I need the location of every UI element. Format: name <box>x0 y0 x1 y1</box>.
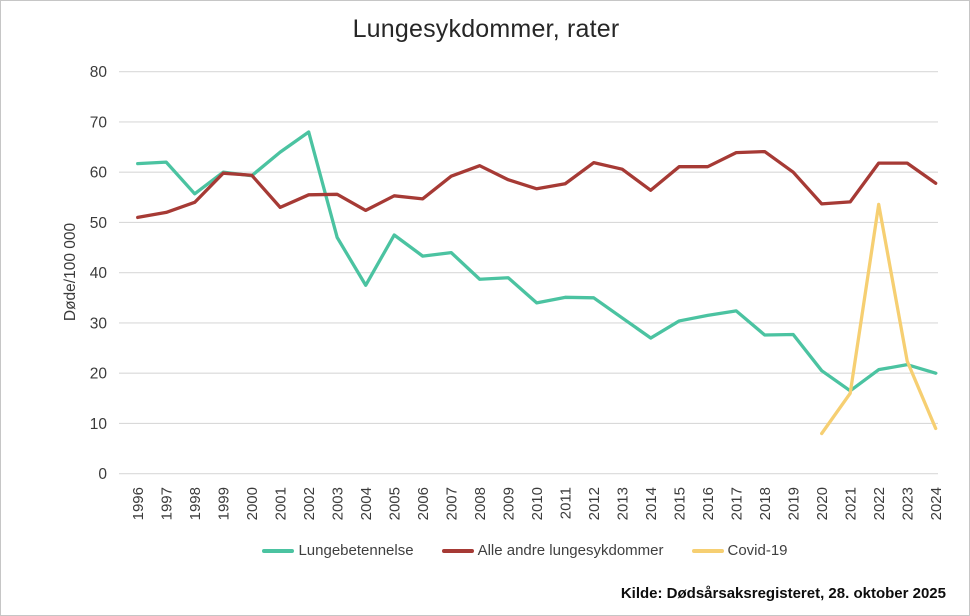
series-line-lungebetennelse <box>136 130 938 393</box>
legend-label: Lungebetennelse <box>298 542 414 559</box>
x-tick-label: 2007 <box>444 487 461 520</box>
y-tick-label: 40 <box>90 265 108 282</box>
x-tick-label: 2024 <box>928 487 945 520</box>
y-tick-label: 60 <box>90 165 108 182</box>
x-tick-label: 2008 <box>472 487 489 520</box>
chart-title: Lungesykdommer, rater <box>352 15 620 43</box>
series-line-covid-19 <box>820 202 938 436</box>
x-tick-label: 1998 <box>187 487 204 520</box>
chart-plot: 0 10 20 30 40 50 60 70 80 1996 1997 1998 1999 2000 200… <box>90 64 945 520</box>
x-tick-label: 2016 <box>700 487 717 520</box>
x-tick-label: 2010 <box>529 487 546 520</box>
x-tick-label: 2000 <box>244 487 261 520</box>
x-tick-label: 2017 <box>729 487 746 520</box>
x-tick-label: 2012 <box>586 487 603 520</box>
x-tick-label: 1997 <box>159 487 176 520</box>
x-tick-label: 2023 <box>900 487 917 520</box>
chart-legend: Lungebetennelse Alle andre lungesykdomme… <box>40 542 969 559</box>
legend-label: Alle andre lungesykdommer <box>477 542 664 559</box>
x-tick-label: 2020 <box>814 487 831 520</box>
x-tick-label: 2004 <box>358 487 375 520</box>
source-citation: Kilde: Dødsårsaksregisteret, 28. oktober… <box>620 585 946 602</box>
x-tick-label: 2006 <box>415 487 432 520</box>
y-tick-label: 0 <box>98 466 107 483</box>
x-tick-label: 2013 <box>615 487 632 520</box>
y-tick-label: 50 <box>90 215 108 232</box>
y-tick-label: 80 <box>90 64 108 81</box>
legend-item-andre-lungesykdommer: Alle andre lungesykdommer <box>441 542 664 559</box>
x-tick-label: 2003 <box>330 487 347 520</box>
legend-swatch-lungebetennelse <box>262 548 295 553</box>
y-tick-label: 20 <box>90 366 108 383</box>
x-tick-label: 2002 <box>301 487 318 520</box>
x-tick-label: 2009 <box>501 487 518 520</box>
legend-item-covid-19: Covid-19 <box>691 542 788 559</box>
y-tick-label: 70 <box>90 114 108 131</box>
x-tick-label: 2011 <box>558 487 575 519</box>
x-tick-label: 2001 <box>273 487 290 520</box>
x-tick-label: 2022 <box>871 487 888 520</box>
legend-swatch-covid-19 <box>691 548 724 553</box>
x-tick-label: 2019 <box>786 487 803 520</box>
legend-item-lungebetennelse: Lungebetennelse <box>262 542 414 559</box>
legend-label: Covid-19 <box>727 542 788 559</box>
x-tick-label: 2014 <box>643 487 660 520</box>
x-tick-label: 2021 <box>843 487 860 520</box>
y-tick-label: 10 <box>90 416 108 433</box>
x-tick-label: 1996 <box>130 487 147 520</box>
x-tick-label: 2018 <box>757 487 774 520</box>
series-line-alle-andre-lungesykdommer <box>136 149 938 220</box>
y-tick-label: 30 <box>90 315 108 332</box>
legend-swatch-andre-lungesykdommer <box>441 548 474 553</box>
x-tick-label: 2005 <box>387 487 404 520</box>
x-tick-label: 2015 <box>672 487 689 520</box>
x-tick-label: 1999 <box>216 487 233 520</box>
